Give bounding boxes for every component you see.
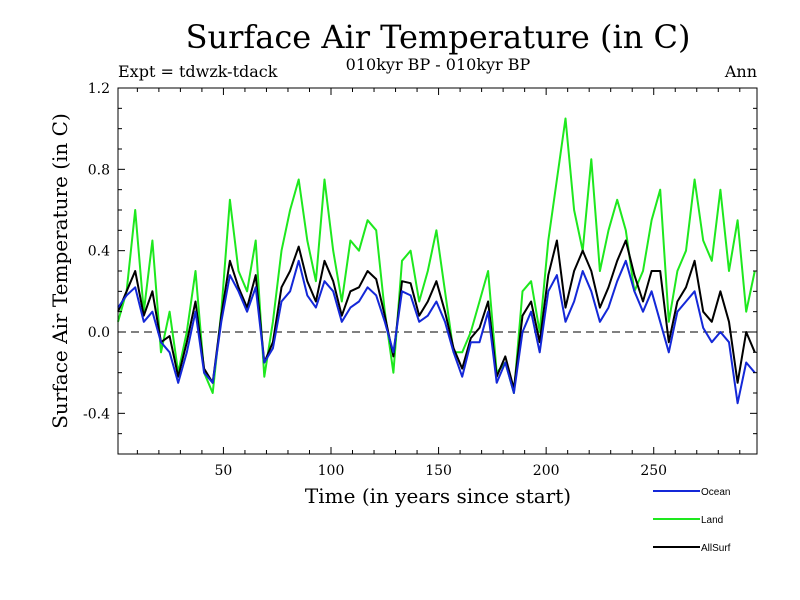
series-line-allsurf <box>117 239 756 390</box>
chart-title: Surface Air Temperature (in C) <box>186 18 691 56</box>
x-axis-label: Time (in years since start) <box>305 484 571 508</box>
y-tick-label: 0.0 <box>88 325 110 341</box>
x-tick-label: 50 <box>215 463 233 479</box>
series-line-ocean <box>117 259 756 405</box>
y-tick-label: 0.8 <box>88 162 110 178</box>
y-tick-label: 0.4 <box>88 244 110 260</box>
season-label: Ann <box>724 62 757 81</box>
legend-label-ocean: Ocean <box>701 487 730 498</box>
x-tick-label: 250 <box>640 463 667 479</box>
y-axis-label: Surface Air Temperature (in C) <box>48 113 72 429</box>
legend-label-allsurf: AllSurf <box>701 543 731 554</box>
x-tick-label: 100 <box>318 463 345 479</box>
x-tick-label: 150 <box>425 463 452 479</box>
series-line-land <box>117 117 756 394</box>
legend-label-land: Land <box>701 515 723 526</box>
chart-subtitle: 010kyr BP - 010kyr BP <box>346 55 531 74</box>
experiment-label: Expt = tdwzk-tdack <box>118 62 278 81</box>
y-tick-label: 1.2 <box>88 81 110 97</box>
legend: Ocean Land AllSurf <box>653 487 731 554</box>
x-tick-label: 200 <box>533 463 560 479</box>
y-tick-label: -0.4 <box>83 406 110 422</box>
